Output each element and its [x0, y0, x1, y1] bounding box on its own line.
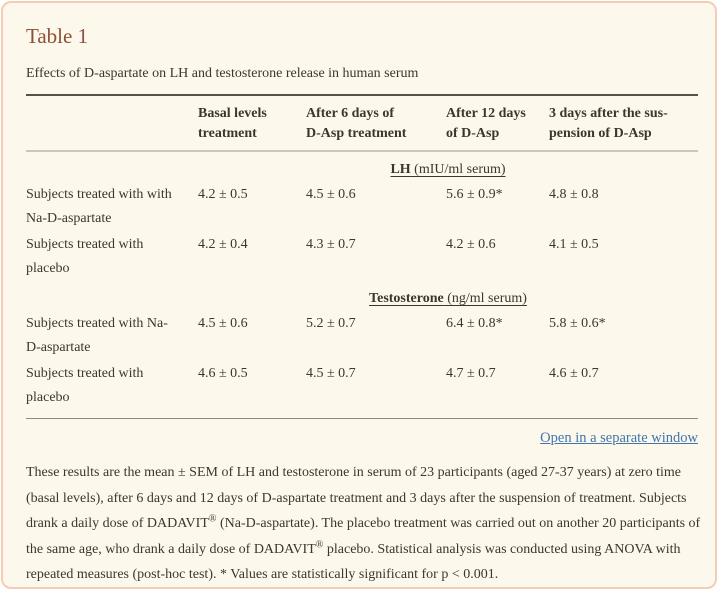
link-row: Open in a separate window [26, 430, 698, 447]
value-cell: 6.4 ± 0.8* [446, 316, 503, 331]
row-label: Subjects treated with with Na-D-aspartat… [26, 187, 172, 226]
table-row: Subjects treated with Na- D-aspartate 4.… [26, 310, 698, 360]
col-header-line: pension of D-Asp [549, 126, 652, 141]
table-footnote: These results are the mean ± SEM of LH a… [26, 460, 702, 587]
row-label: Subjects treated with Na- D-aspartate [26, 316, 168, 355]
section-label-lh: LH (mIU/ml serum) [390, 162, 506, 177]
value-cell: 4.6 ± 0.7 [549, 366, 599, 381]
header-row: Basal levels treatment After 6 days of D… [26, 95, 698, 152]
value-cell: 4.3 ± 0.7 [306, 237, 356, 252]
open-separate-window-link[interactable]: Open in a separate window [540, 430, 698, 446]
registered-trademark-symbol: ® [315, 538, 324, 550]
data-table: Basal levels treatment After 6 days of D… [26, 94, 698, 419]
value-cell: 4.7 ± 0.7 [446, 366, 496, 381]
col-header-line: D-Asp treatment [306, 126, 407, 141]
table-row: Subjects treated with placebo 4.6 ± 0.5 … [26, 360, 698, 419]
col-header-line: 3 days after the sus- [549, 106, 668, 121]
row-label: Subjects treated with placebo [26, 366, 144, 405]
value-cell: 4.2 ± 0.5 [198, 187, 248, 202]
value-cell: 4.5 ± 0.6 [198, 316, 248, 331]
col-header-line: After 12 days [446, 106, 526, 121]
value-cell: 4.5 ± 0.7 [306, 366, 356, 381]
table-title: Table 1 [26, 24, 89, 48]
value-cell: 5.6 ± 0.9* [446, 187, 503, 202]
value-cell: 4.5 ± 0.6 [306, 187, 356, 202]
table-caption: Effects of D-aspartate on LH and testost… [26, 66, 419, 81]
col-header-line: treatment [198, 126, 257, 141]
registered-trademark-symbol: ® [208, 513, 217, 525]
col-header-line: Basal levels [198, 106, 267, 121]
section-header-testosterone: Testosterone (ng/ml serum) [26, 281, 698, 310]
value-cell: 5.8 ± 0.6* [549, 316, 606, 331]
value-cell: 4.6 ± 0.5 [198, 366, 248, 381]
section-label-testosterone: Testosterone (ng/ml serum) [369, 291, 527, 306]
footnote-text: (Na-D-aspartate). The placebo treatment … [26, 516, 701, 557]
col-header-line: After 6 days of [306, 106, 395, 121]
row-label: Subjects treated with placebo [26, 237, 144, 276]
footnote-text: placebo. Statistical analysis was conduc… [26, 541, 681, 583]
value-cell: 4.2 ± 0.4 [198, 237, 248, 252]
value-cell: 5.2 ± 0.7 [306, 316, 356, 331]
table-row: Subjects treated with with Na-D-aspartat… [26, 181, 698, 231]
col-header-basal: Basal levels treatment [198, 95, 306, 152]
footnote-text: These results are the mean ± SEM of LH a… [26, 465, 687, 531]
col-header-12days: After 12 days of D-Asp [446, 95, 549, 152]
section-header-lh: LH (mIU/ml serum) [26, 151, 698, 181]
value-cell: 4.2 ± 0.6 [446, 237, 496, 252]
col-header-6days: After 6 days of D-Asp treatment [306, 95, 446, 152]
value-cell: 4.1 ± 0.5 [549, 237, 599, 252]
col-header-empty [26, 95, 198, 152]
col-header-line: of D-Asp [446, 126, 500, 141]
value-cell: 4.8 ± 0.8 [549, 187, 599, 202]
table-row: Subjects treated with placebo 4.2 ± 0.4 … [26, 231, 698, 281]
col-header-suspension: 3 days after the sus- pension of D-Asp [549, 95, 698, 152]
